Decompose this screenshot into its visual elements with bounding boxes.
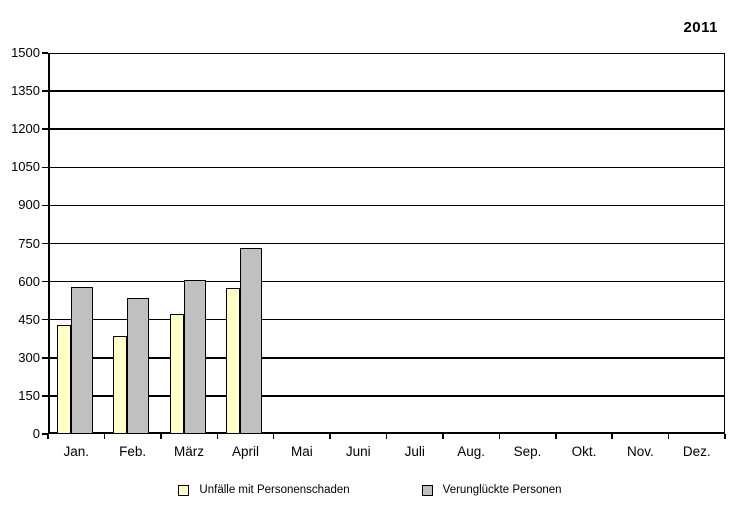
bar-unfaelle-Feb. (113, 336, 128, 434)
x-axis-tick (103, 434, 106, 439)
gridline (50, 204, 724, 207)
gridline (50, 90, 724, 92)
y-axis-tick (42, 204, 48, 207)
x-axis-tick (385, 434, 388, 439)
y-axis-tick (42, 52, 48, 54)
gridline (50, 242, 724, 245)
y-axis-tick (42, 318, 48, 321)
x-axis-tick (442, 434, 444, 439)
y-axis-label: 300 (18, 349, 40, 365)
plot-area (48, 53, 725, 434)
y-axis-label: 1050 (11, 159, 40, 175)
y-axis-label: 750 (18, 235, 40, 251)
legend-label: Unfälle mit Personenschaden (199, 484, 350, 496)
y-axis-tick (42, 242, 48, 245)
y-axis-tick (42, 395, 48, 397)
legend-item: Verunglückte Personen (421, 483, 562, 497)
y-axis-label: 0 (32, 426, 40, 441)
x-axis-label: Aug. (457, 444, 485, 459)
bar-unfaelle-April (226, 287, 241, 434)
bar-verungl-März (183, 280, 206, 434)
y-axis-tick (42, 433, 48, 435)
x-axis-tick (555, 434, 557, 439)
x-axis-label: Okt. (571, 444, 597, 459)
x-axis-label: März (174, 444, 205, 459)
y-axis-tick (42, 166, 48, 169)
bar-verungl-Jan. (71, 287, 93, 434)
x-axis-label: Sep. (513, 444, 542, 459)
y-axis-label: 1350 (11, 83, 40, 99)
y-axis-tick (42, 128, 48, 130)
x-axis-label: Dez. (682, 444, 711, 459)
gridline (50, 128, 724, 130)
x-axis-tick (611, 434, 613, 439)
x-axis-label: April (231, 444, 259, 459)
gridline (50, 357, 724, 359)
x-axis-tick (329, 434, 331, 439)
x-axis-tick (47, 434, 49, 439)
bar-verungl-Feb. (127, 297, 150, 434)
gridline (50, 280, 724, 283)
x-axis-label: Mai (290, 444, 313, 459)
gridline (50, 395, 724, 397)
gridline (50, 166, 724, 169)
y-axis-label: 1200 (11, 121, 40, 137)
x-axis-tick (216, 434, 218, 439)
y-axis-label: 150 (18, 387, 40, 403)
gridline (50, 318, 724, 321)
y-axis-label: 450 (18, 311, 40, 327)
chart-year-title: 2011 (683, 19, 718, 36)
legend-marker-icon (421, 484, 433, 496)
x-axis-label: Feb. (119, 444, 147, 459)
y-axis-label: 1500 (11, 45, 40, 60)
x-axis-tick (160, 434, 162, 439)
y-axis-tick (42, 90, 48, 92)
x-axis-tick (724, 434, 726, 439)
bar-unfaelle-Jan. (57, 324, 71, 434)
y-axis-tick (42, 280, 48, 283)
bar-unfaelle-März (169, 314, 184, 434)
legend-marker-icon (178, 484, 190, 496)
x-axis-label: Juli (404, 444, 425, 459)
x-axis-tick (498, 434, 501, 439)
x-axis-label: Nov. (626, 444, 654, 459)
legend: Unfälle mit Personenschaden Verunglückte … (0, 483, 740, 497)
y-axis-label: 600 (18, 273, 40, 289)
x-axis-tick (667, 434, 670, 439)
legend-label: Verunglückte Personen (442, 484, 562, 496)
y-axis-tick (42, 357, 48, 359)
x-axis-tick (272, 434, 275, 439)
bar-verungl-April (240, 248, 263, 434)
legend-item: Unfälle mit Personenschaden (178, 483, 350, 497)
y-axis-label: 900 (18, 197, 40, 213)
x-axis-label: Juni (345, 444, 371, 459)
x-axis-label: Jan. (63, 444, 89, 459)
